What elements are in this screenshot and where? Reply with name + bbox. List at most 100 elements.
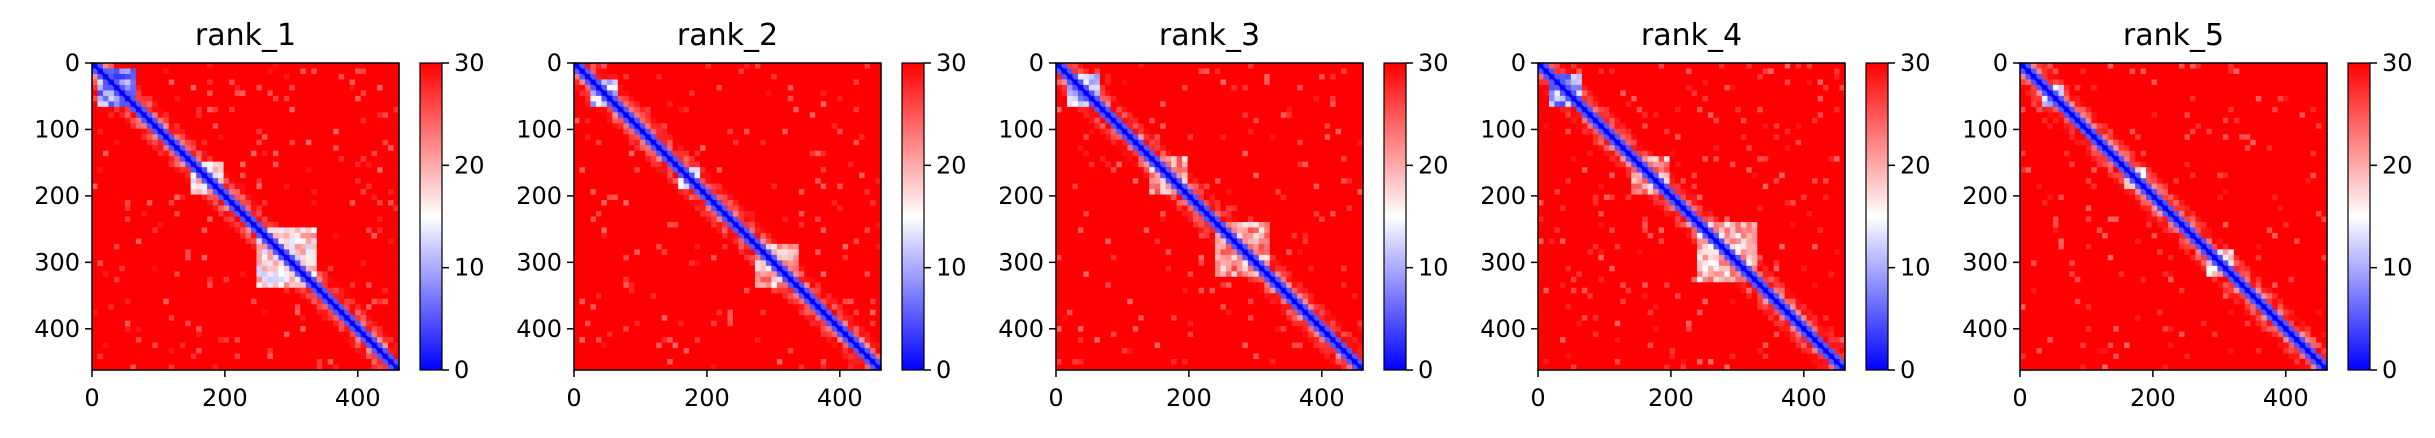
- heatmap-cell: [141, 255, 147, 261]
- heatmap-cell: [804, 227, 810, 233]
- heatmap-cell: [344, 206, 350, 212]
- heatmap-cell: [350, 200, 356, 206]
- heatmap-cell: [706, 118, 712, 124]
- heatmap-cell: [300, 315, 306, 321]
- heatmap-cell: [706, 173, 712, 179]
- heatmap-cell: [870, 162, 876, 168]
- heatmap-cell: [601, 184, 607, 190]
- heatmap-cell: [108, 90, 114, 96]
- heatmap-cell: [865, 101, 871, 107]
- heatmap-cell: [136, 315, 142, 321]
- heatmap-cell: [738, 79, 744, 85]
- heatmap-cell: [295, 101, 301, 107]
- heatmap-cell: [848, 189, 854, 195]
- heatmap-cell: [185, 288, 191, 294]
- heatmap-cell: [629, 227, 635, 233]
- heatmap-cell: [733, 68, 739, 74]
- heatmap-cell: [218, 101, 224, 107]
- heatmap-cell: [574, 85, 580, 91]
- heatmap-cell: [163, 332, 169, 338]
- heatmap-cell: [125, 85, 131, 91]
- heatmap-cell: [596, 227, 602, 233]
- heatmap-cell: [196, 326, 202, 332]
- heatmap-cell: [372, 178, 378, 184]
- heatmap-cell: [207, 156, 213, 162]
- heatmap-cell: [213, 145, 219, 151]
- heatmap-cell: [267, 123, 273, 129]
- heatmap-cell: [372, 217, 378, 223]
- heatmap-cell: [246, 118, 252, 124]
- heatmap-cell: [645, 101, 651, 107]
- heatmap-cell: [174, 217, 180, 223]
- heatmap-cell: [141, 266, 147, 272]
- heatmap-cell: [273, 260, 279, 266]
- heatmap-cell: [158, 227, 164, 233]
- heatmap-cell: [328, 260, 334, 266]
- heatmap-cell: [169, 211, 175, 217]
- heatmap-cell: [218, 354, 224, 360]
- heatmap-cell: [322, 112, 328, 118]
- heatmap-cell: [344, 145, 350, 151]
- heatmap-cell: [574, 227, 580, 233]
- heatmap-cell: [634, 145, 640, 151]
- heatmap-cell: [284, 129, 290, 135]
- heatmap-cell: [815, 151, 821, 157]
- heatmap-cell: [372, 249, 378, 255]
- heatmap-cell: [760, 129, 766, 135]
- heatmap-cell: [372, 101, 378, 107]
- heatmap-cell: [229, 271, 235, 277]
- heatmap-cell: [350, 255, 356, 261]
- heatmap-cell: [158, 101, 164, 107]
- heatmap-cell: [169, 151, 175, 157]
- heatmap-cell: [158, 293, 164, 299]
- heatmap-cell: [207, 145, 213, 151]
- heatmap-cell: [760, 101, 766, 107]
- heatmap-cell: [180, 184, 186, 190]
- heatmap-cell: [218, 151, 224, 157]
- heatmap-cell: [328, 162, 334, 168]
- heatmap-cell: [826, 145, 832, 151]
- heatmap-cell: [700, 238, 706, 244]
- heatmap-cell: [366, 282, 372, 288]
- heatmap-cell: [180, 200, 186, 206]
- heatmap-cell: [224, 118, 230, 124]
- heatmap-cell: [174, 354, 180, 360]
- heatmap-cell: [744, 118, 750, 124]
- heatmap-cell: [333, 249, 339, 255]
- heatmap-cell: [240, 293, 246, 299]
- heatmap-cell: [103, 140, 109, 146]
- heatmap-cell: [662, 68, 668, 74]
- heatmap-cell: [333, 233, 339, 239]
- heatmap-cell: [684, 129, 690, 135]
- heatmap-cell: [689, 151, 695, 157]
- heatmap-cell: [97, 123, 103, 129]
- heatmap-cell: [799, 85, 805, 91]
- heatmap-cell: [777, 227, 783, 233]
- heatmap-cell: [235, 227, 241, 233]
- heatmap-cell: [322, 348, 328, 354]
- heatmap-cell: [810, 74, 816, 80]
- heatmap-cell: [185, 211, 191, 217]
- heatmap-cell: [821, 90, 827, 96]
- heatmap-cell: [361, 90, 367, 96]
- heatmap-cell: [235, 195, 241, 201]
- heatmap-cell: [837, 184, 843, 190]
- heatmap-cell: [295, 178, 301, 184]
- heatmap-cell: [760, 140, 766, 146]
- heatmap-cell: [865, 206, 871, 212]
- heatmap-cell: [848, 217, 854, 223]
- heatmap-cell: [854, 178, 860, 184]
- heatmap-cell: [870, 189, 876, 195]
- heatmap-cell: [92, 90, 98, 96]
- heatmap-cell: [574, 134, 580, 140]
- heatmap-cell: [673, 134, 679, 140]
- heatmap-cell: [92, 85, 98, 91]
- heatmap-cell: [574, 90, 580, 96]
- heatmap-cell: [585, 178, 591, 184]
- heatmap-cell: [235, 326, 241, 332]
- heatmap-cell: [246, 326, 252, 332]
- heatmap-cell: [289, 282, 295, 288]
- heatmap-cell: [361, 129, 367, 135]
- heatmap-cell: [788, 140, 794, 146]
- heatmap-cell: [224, 271, 230, 277]
